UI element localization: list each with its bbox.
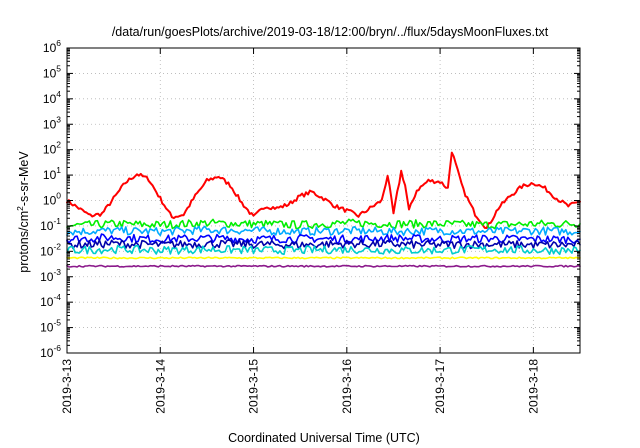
y-tick-label: 10-3 [40,267,61,284]
y-tick-label: 10-1 [40,216,61,233]
x-tick-label: 2019-3-17 [433,359,447,414]
series-layer [66,151,581,268]
x-axis: 2019-3-13 2019-3-14 2019-3-15 2019-3-16 2019… [60,48,540,414]
series-line [66,218,581,230]
y-axis: 10-6 10-5 10-4 10-3 10-2 10-1 100 101 102 103 104 1… [40,38,580,360]
series-line [66,264,581,268]
x-tick-label: 2019-3-15 [247,359,261,414]
y-tick-label: 10-4 [40,292,61,309]
y-tick-label: 106 [43,38,61,55]
series-line [66,151,581,229]
y-tick-label: 10-5 [40,318,61,335]
y-tick-label: 101 [43,165,61,182]
series-line [66,256,581,260]
y-tick-label: 102 [43,140,61,157]
x-tick-label: 2019-3-18 [526,359,540,414]
y-axis-label: protons/cm2-s-sr-MeV [15,151,31,273]
y-tick-label: 103 [43,114,61,131]
y-tick-label: 105 [43,63,61,80]
x-tick-label: 2019-3-13 [60,359,74,414]
series-line [66,239,581,250]
y-tick-label: 10-2 [40,241,61,258]
y-tick-label: 100 [43,191,61,208]
y-tick-label: 10-6 [40,343,61,360]
series-line [66,244,581,256]
y-tick-label: 104 [43,89,61,106]
x-tick-label: 2019-3-16 [340,359,354,414]
series-line [66,225,581,237]
x-axis-label: Coordinated Universal Time (UTC) [228,431,420,445]
series-line [66,233,581,245]
chart-title: /data/run/goesPlots/archive/2019-03-18/1… [112,25,549,39]
x-tick-label: 2019-3-14 [153,359,167,414]
